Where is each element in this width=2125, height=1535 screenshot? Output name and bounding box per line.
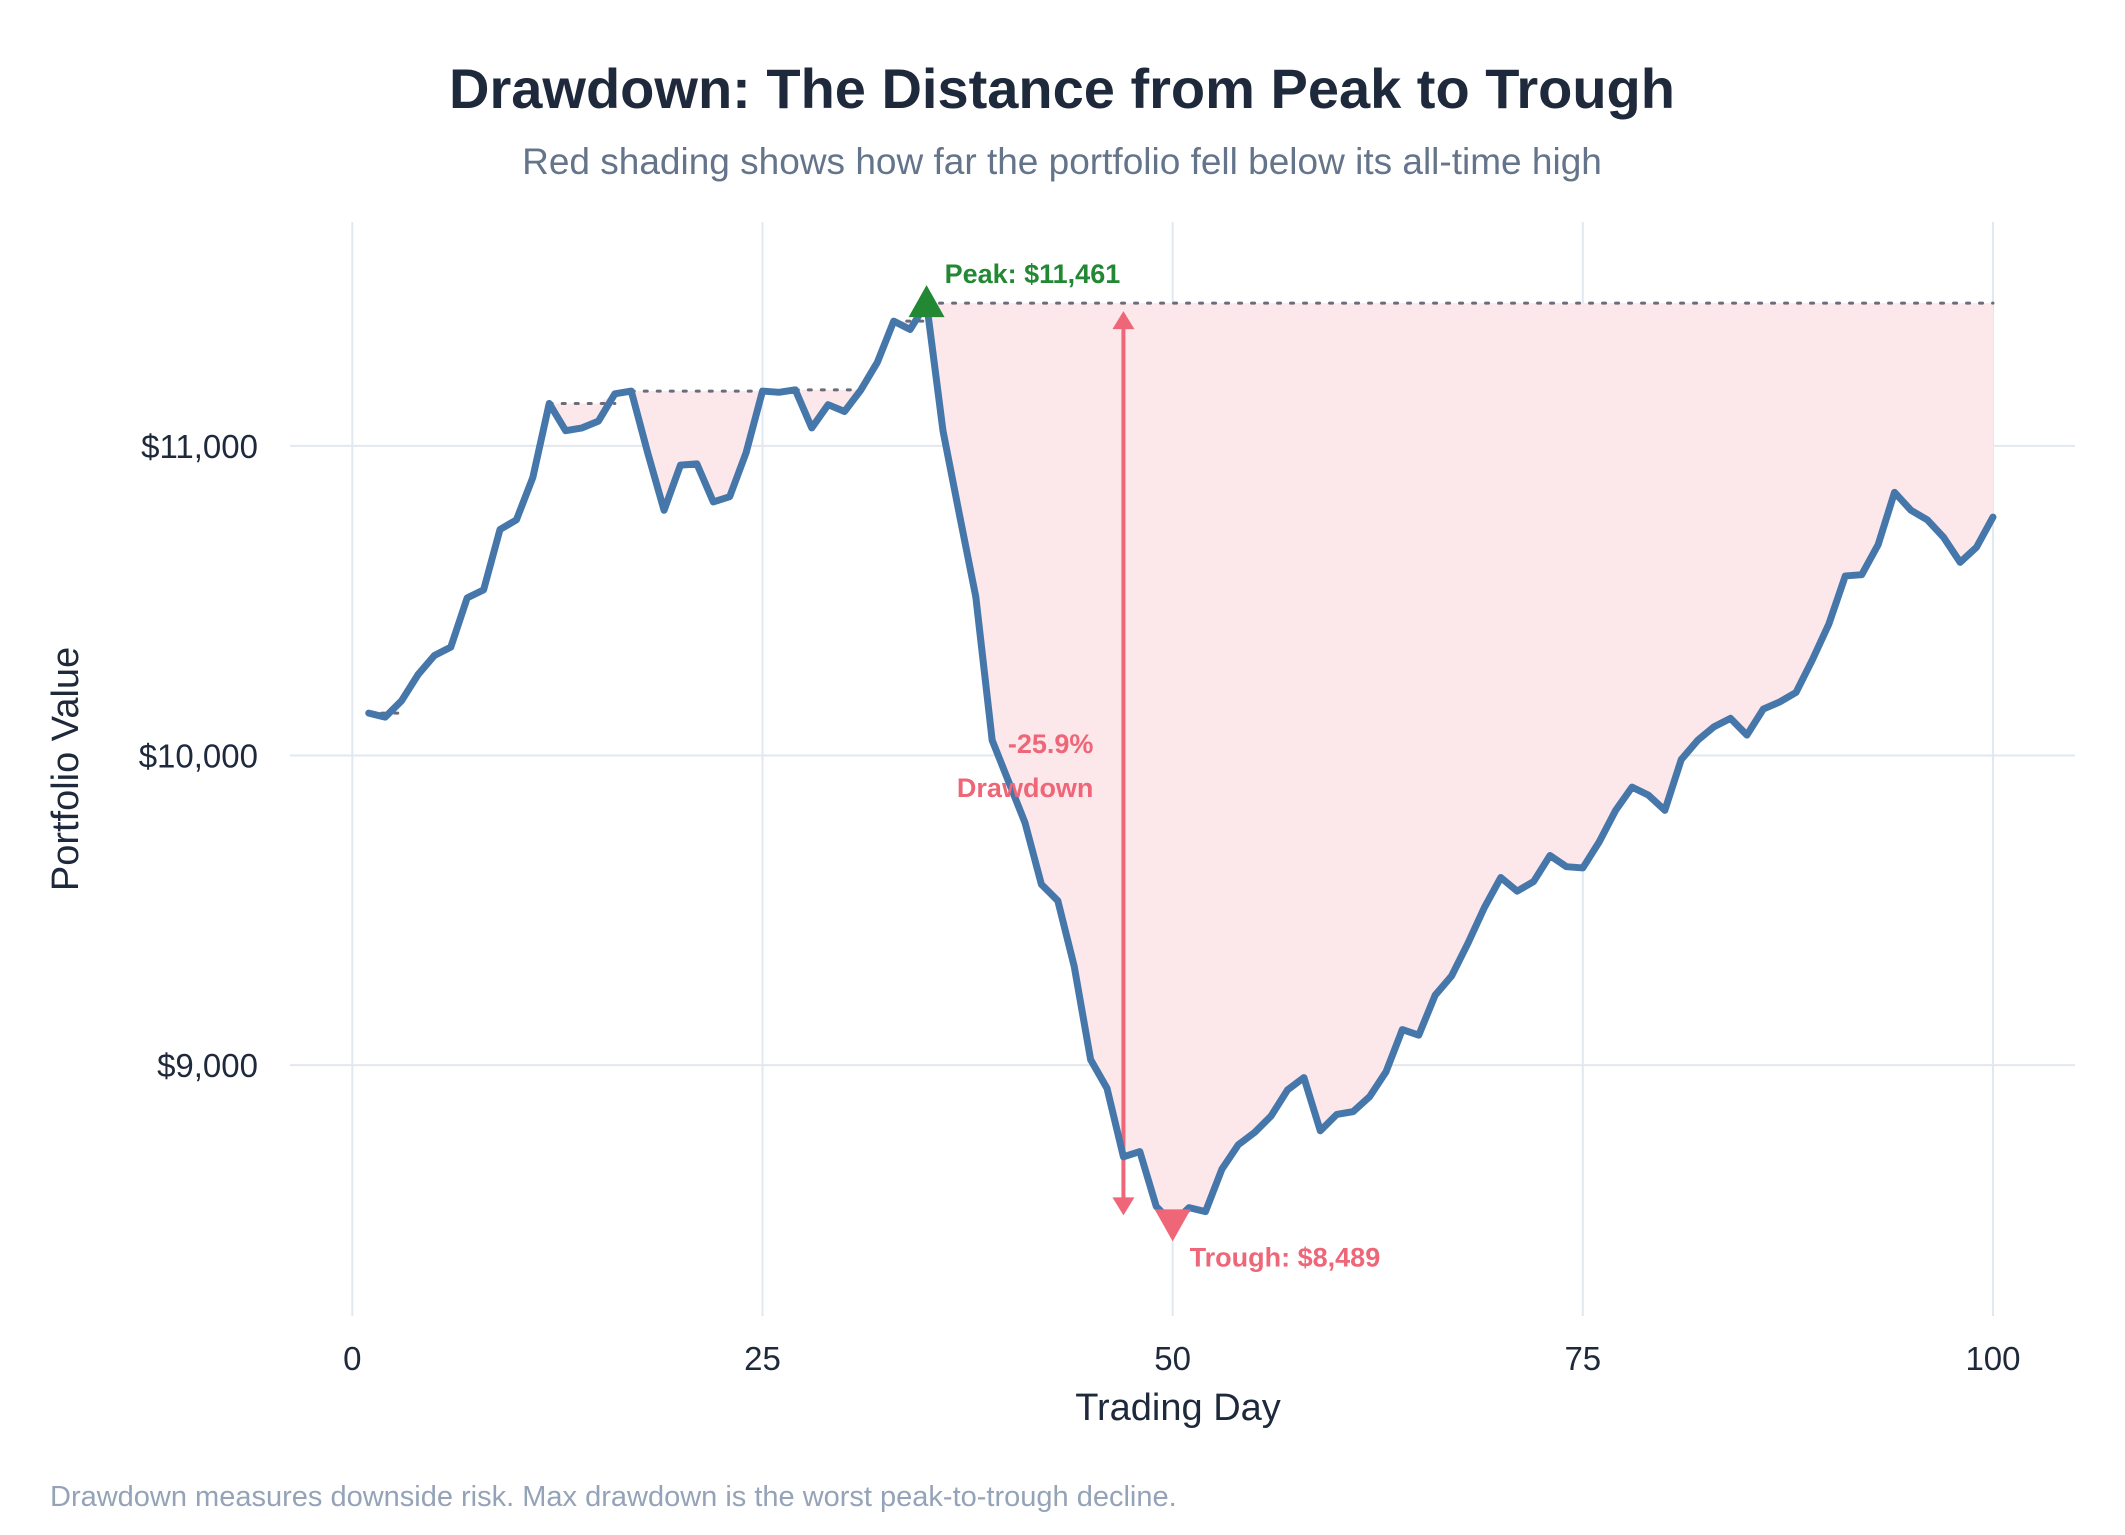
- trough-marker-triangle-down-icon: [1154, 1209, 1191, 1242]
- y-tick-label: $10,000: [139, 738, 258, 775]
- peak-marker-triangle-up-icon: [908, 285, 945, 318]
- x-axis-label: Trading Day: [1075, 1387, 1281, 1429]
- x-tick-label: 50: [1154, 1340, 1191, 1377]
- y-tick-label: $9,000: [157, 1047, 258, 1084]
- drawdown-label: Drawdown: [957, 773, 1094, 803]
- x-tick-label: 75: [1564, 1340, 1601, 1377]
- chart-subtitle: Red shading shows how far the portfolio …: [522, 141, 1602, 182]
- arrow-head-down-icon: [1112, 1197, 1135, 1216]
- x-tick-label: 0: [343, 1340, 361, 1377]
- chart-title: Drawdown: The Distance from Peak to Trou…: [449, 57, 1675, 120]
- x-tick-labels: 0 25 50 75 100: [343, 1340, 2020, 1377]
- arrow-head-up-icon: [1112, 311, 1135, 330]
- y-axis-label: Portfolio Value: [45, 647, 87, 891]
- y-tick-labels: $9,000 $10,000 $11,000: [139, 428, 258, 1084]
- drawdown-percent-label: -25.9%: [1008, 729, 1094, 759]
- x-tick-label: 25: [744, 1340, 781, 1377]
- drawdown-area: [368, 303, 1993, 1224]
- markers: [908, 285, 1191, 1242]
- footnote: Drawdown measures downside risk. Max dra…: [50, 1481, 1177, 1513]
- trough-label: Trough: $8,489: [1190, 1242, 1381, 1272]
- x-tick-label: 100: [1965, 1340, 2020, 1377]
- drawdown-shading: [368, 303, 1993, 1224]
- peak-label: Peak: $11,461: [945, 259, 1121, 289]
- drawdown-arrow: [1112, 311, 1135, 1216]
- y-tick-label: $11,000: [141, 428, 258, 465]
